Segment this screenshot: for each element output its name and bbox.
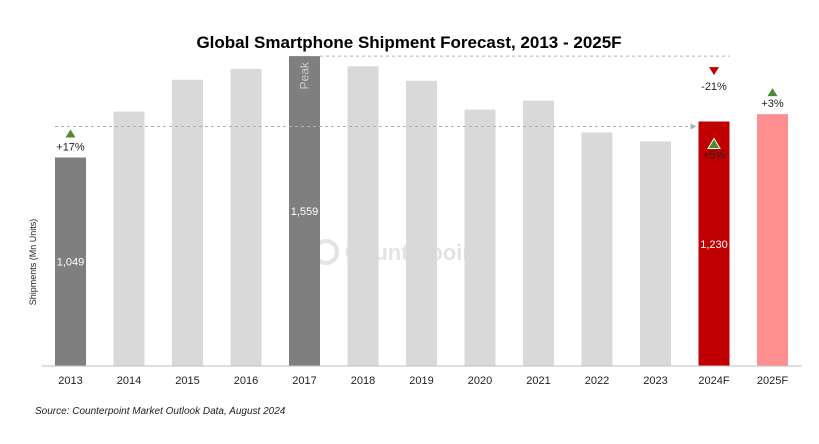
x-tick-2014: 2014: [117, 375, 141, 387]
x-tick-2022: 2022: [585, 375, 609, 387]
bar-2016: [230, 68, 262, 367]
bar-2020: [464, 109, 496, 366]
x-tick-2018: 2018: [351, 375, 375, 387]
value-label-2017: 1,559: [291, 206, 319, 218]
x-tick-2016: 2016: [234, 375, 258, 387]
chart-title: Global Smartphone Shipment Forecast, 201…: [196, 33, 621, 52]
bar-2013: [55, 157, 86, 366]
value-label-2013: 1,049: [57, 257, 85, 269]
up-triangle-icon: [767, 88, 778, 97]
x-tick-2017: 2017: [292, 375, 316, 387]
annotation-2013-0: +17%: [56, 141, 85, 153]
x-tick-2015: 2015: [175, 375, 199, 387]
y-axis-label: Shipments (Mn Units): [28, 219, 38, 306]
x-tick-labels: 2013 2014 2015 2016 2017 2018 2019 2020 2021 2022…: [58, 375, 788, 387]
annotation-2024F-3: +5%: [703, 150, 726, 162]
down-triangle-icon: [709, 67, 719, 76]
value-label-2024F: 1,230: [700, 239, 728, 251]
bar-2014: [113, 111, 145, 366]
x-tick-2024F: 2024F: [698, 375, 729, 387]
source-note: Source: Counterpoint Market Outlook Data…: [35, 406, 286, 417]
x-tick-2013: 2013: [58, 375, 82, 387]
bars-layer: 1,049 1,559 1,230: [55, 56, 788, 367]
up-triangle-icon: [707, 137, 721, 150]
x-tick-2020: 2020: [468, 375, 492, 387]
x-tick-2025F: 2025F: [757, 375, 788, 387]
annotation-2024F-2: -21%: [701, 81, 727, 93]
bar-2019: [406, 80, 437, 366]
arrow-head-icon: [690, 123, 697, 130]
watermark: Counterpoint: [313, 239, 484, 265]
annotation-2025F-4: +3%: [761, 98, 784, 110]
bar-2018: [347, 66, 379, 367]
bar-2022: [581, 132, 613, 366]
bar-2023: [640, 141, 671, 366]
peak-label: Peak: [298, 61, 312, 89]
up-triangle-icon: [65, 129, 76, 138]
bar-2017: [289, 56, 320, 366]
guide-lines: [55, 55, 730, 130]
annotations-layer: +17% Peak -21% +5% +3%: [56, 61, 784, 161]
bar-2015: [172, 79, 203, 367]
bar-2025F: [757, 114, 788, 366]
x-tick-2019: 2019: [409, 375, 433, 387]
bar-2024F: [698, 121, 730, 366]
x-tick-2021: 2021: [526, 375, 550, 387]
x-tick-2023: 2023: [643, 375, 667, 387]
bar-2021: [523, 100, 554, 367]
